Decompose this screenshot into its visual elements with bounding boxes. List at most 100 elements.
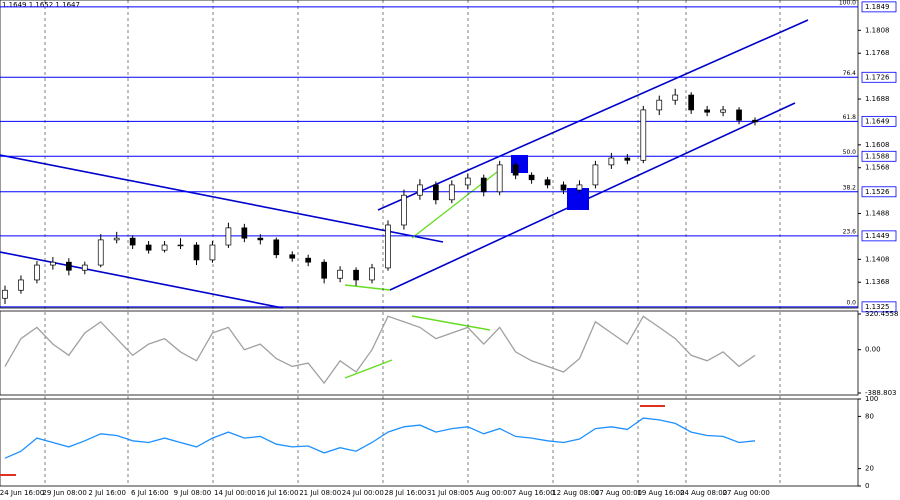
fib-pct-label: 100.0: [839, 0, 856, 6]
candle-body: [321, 261, 327, 279]
channel-lower: [389, 102, 796, 291]
candle-body: [241, 227, 248, 239]
candle-body: [720, 109, 726, 113]
y-tick-label: 1.1808: [865, 26, 890, 34]
candle-body: [2, 289, 8, 299]
x-tick-label: 24 Jun 16:00: [0, 489, 44, 497]
trend-lines: [0, 19, 809, 309]
x-tick-label: 5 Aug 00:00: [469, 489, 512, 497]
candle-body: [337, 269, 343, 279]
y-tick-label: 1.1325: [865, 303, 890, 311]
fib-pct-label: 50.0: [843, 149, 857, 156]
y-tick-label: 1.1849: [865, 3, 890, 11]
y-tick-label: 320.4558: [865, 310, 898, 318]
y-tick-label: 1.1588: [865, 152, 890, 160]
y-tick-label: 1.1526: [865, 188, 890, 196]
candle-body: [50, 261, 56, 266]
x-tick-label: 29 Jun 08:00: [42, 489, 86, 497]
candle-body: [65, 261, 72, 271]
descending-line: [0, 154, 444, 243]
candle-body: [177, 244, 184, 247]
candle-body: [257, 237, 264, 241]
divergence-cci: [344, 359, 393, 379]
fib-pct-label: 38.2: [843, 184, 857, 191]
candle-body: [34, 264, 40, 281]
x-tick-label: 24 Aug 08:00: [680, 489, 727, 497]
y-tick-label: 1.1608: [865, 141, 890, 149]
candle-body: [145, 244, 152, 251]
rsi-frame: [0, 398, 859, 487]
candle-body: [592, 164, 599, 186]
candle-body: [97, 239, 104, 266]
candle-body: [385, 224, 391, 269]
fib-axis-box: [861, 186, 897, 198]
candle-body: [752, 119, 758, 123]
y-tick-label: 1.1726: [865, 73, 890, 81]
candle-body: [289, 254, 296, 259]
candle-body: [305, 257, 312, 263]
fib-axis-box: [861, 301, 897, 313]
y-tick-label: 1.1568: [865, 164, 890, 172]
descending-lower: [0, 251, 284, 309]
y-tick-label: -388.803: [865, 389, 896, 397]
candle-body: [528, 174, 535, 181]
fib-axis-box: [861, 150, 897, 162]
y-tick-label: 1.1768: [865, 49, 890, 57]
y-tick-label: 80: [865, 412, 874, 420]
fib-axis-box: [861, 230, 897, 242]
x-tick-label: 28 Jul 16:00: [384, 489, 426, 497]
divergence-lines: [344, 171, 498, 379]
candle-body: [433, 184, 439, 201]
candle-body: [704, 109, 710, 113]
candle-body: [417, 184, 423, 196]
candle-body: [353, 269, 359, 281]
x-tick-label: 21 Jul 08:00: [299, 489, 341, 497]
candle-body: [369, 267, 375, 281]
y-tick-label: 20: [865, 465, 874, 473]
main-frame: [0, 0, 859, 309]
candle-body: [656, 99, 663, 111]
divergence-price: [344, 284, 391, 291]
x-tick-label: 16 Jul 16:00: [257, 489, 299, 497]
indicator-line: [4, 315, 756, 385]
candle-body: [560, 184, 567, 191]
candle-body: [544, 179, 551, 186]
x-tick-label: 17 Aug 00:00: [595, 489, 642, 497]
x-tick-label: 9 Jul 08:00: [174, 489, 212, 497]
candle-body: [480, 177, 487, 193]
candle-body: [81, 264, 88, 271]
candle-body: [18, 279, 24, 291]
x-tick-label: 19 Aug 16:00: [637, 489, 684, 497]
y-tick-label: 1.1688: [865, 95, 890, 103]
candle-body: [464, 177, 471, 186]
y-tick-label: 0.00: [865, 346, 881, 354]
candle-body: [640, 109, 647, 161]
candle-body: [129, 237, 136, 246]
candle-body: [225, 227, 232, 246]
x-tick-label: 12 Aug 08:00: [552, 489, 599, 497]
x-tick-label: 27 Aug 00:00: [723, 489, 770, 497]
x-tick-label: 14 Jul 00:00: [214, 489, 256, 497]
channel-upper: [377, 19, 809, 211]
ohlc-header: 1.1649 1.1652 1.1647: [2, 1, 80, 9]
candle-body: [576, 184, 583, 191]
fib-pct-label: 0.0: [846, 299, 856, 306]
x-tick-label: 2 Jul 16:00: [88, 489, 126, 497]
candle-body: [736, 109, 742, 121]
candle-body: [193, 244, 200, 261]
candle-body: [496, 164, 503, 193]
candle-body: [624, 157, 631, 161]
candle-body: [209, 244, 216, 261]
fib-pct-label: 76.4: [843, 70, 857, 77]
y-tick-label: 1.1649: [865, 117, 890, 125]
x-tick-label: 24 Jul 00:00: [342, 489, 384, 497]
cci-frame: [0, 310, 859, 396]
candle-body: [672, 94, 679, 101]
y-tick-label: 1.1488: [865, 210, 890, 218]
candle-body: [688, 94, 695, 111]
x-tick-label: 31 Jul 08:00: [427, 489, 469, 497]
signal-box: [567, 188, 589, 210]
fib-axis-box: [861, 71, 897, 83]
y-tick-label: 100: [865, 395, 878, 403]
